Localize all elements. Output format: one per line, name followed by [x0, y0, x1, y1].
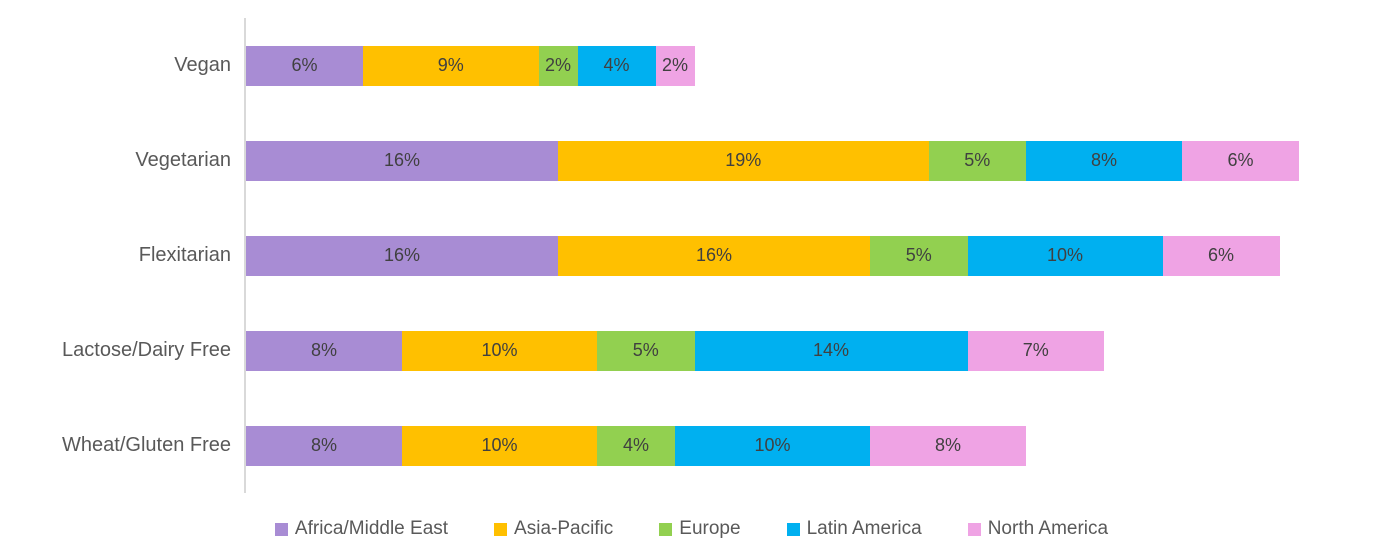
bar-segment: 8% [246, 425, 402, 466]
legend-swatch-icon [494, 522, 508, 536]
bar-segment: 10% [967, 235, 1163, 276]
legend-item: Europe [659, 518, 741, 540]
legend-label: North America [987, 518, 1109, 539]
data-label: 14% [812, 340, 850, 360]
data-label: 2% [544, 55, 571, 75]
bar-segment: 14% [694, 330, 968, 371]
legend-item: Latin America [786, 518, 922, 540]
data-label: 6% [291, 55, 318, 75]
legend-item: Africa/Middle East [274, 518, 449, 540]
bar-row: 16% 19% 5% 8% 6% [246, 113, 1383, 208]
category-label: Wheat/Gluten Free [62, 434, 231, 456]
data-label: 7% [1022, 340, 1049, 360]
data-label: 8% [1090, 150, 1117, 170]
bar-segment: 16% [558, 235, 870, 276]
data-label: 4% [622, 435, 649, 455]
data-label: 16% [695, 245, 733, 265]
chart-body: Vegan Vegetarian Flexitarian Lactose/Dairy … [0, 18, 1383, 493]
bar-row: 8% 10% 5% 14% 7% [246, 303, 1383, 398]
data-label: 8% [310, 340, 337, 360]
category-label: Vegetarian [135, 149, 231, 171]
category-labels: Vegan Vegetarian Flexitarian Lactose/Dairy … [0, 18, 244, 493]
category-label: Flexitarian [138, 244, 231, 266]
bar-segment: 10% [402, 425, 597, 466]
bar-segment: 6% [246, 45, 363, 86]
bar-row: 16% 16% 5% 10% 6% [246, 208, 1383, 303]
bar-segment: 8% [870, 425, 1026, 466]
bar-segment: 8% [1026, 140, 1182, 181]
bar-segment: 2% [538, 45, 578, 86]
bar-segment: 19% [558, 140, 929, 181]
data-label: 10% [754, 435, 791, 455]
legend-swatch-icon [274, 522, 288, 536]
legend-label: Asia-Pacific [514, 518, 614, 539]
bar-segment: 7% [967, 330, 1104, 371]
bar-segment: 4% [597, 425, 675, 466]
bar-segment: 10% [675, 425, 870, 466]
bar-row: 6% 9% 2% 4% 2% [246, 18, 1383, 113]
data-label: 2% [661, 55, 688, 75]
bar-row: 8% 10% 4% 10% 8% [246, 398, 1383, 493]
bar-segment: 5% [928, 140, 1026, 181]
stacked-bar: 8% 10% 4% 10% 8% [246, 425, 1026, 466]
bar-segment: 10% [402, 330, 597, 371]
bar-segment: 8% [246, 330, 402, 371]
bar-segment: 2% [655, 45, 695, 86]
data-label: 6% [1207, 245, 1234, 265]
data-label: 6% [1227, 150, 1254, 170]
bar-segment: 6% [1182, 140, 1299, 181]
data-label: 16% [383, 150, 421, 170]
legend-item: North America [967, 518, 1109, 540]
data-label: 5% [964, 150, 991, 170]
bar-segment: 4% [577, 45, 656, 86]
data-label: 9% [437, 55, 464, 75]
data-label: 8% [934, 435, 961, 455]
plot-area: 6% 9% 2% 4% 2% 16% 19% 5% 8% 6% 16% 16% 5% 10% 6% 8% 10%… [244, 18, 1383, 493]
data-label: 10% [1046, 245, 1084, 265]
stacked-bar: 6% 9% 2% 4% 2% [246, 45, 695, 86]
data-label: 16% [383, 245, 421, 265]
legend-swatch-icon [967, 522, 981, 536]
bar-segment: 16% [246, 235, 558, 276]
data-label: 5% [632, 340, 659, 360]
bar-segment: 6% [1162, 235, 1280, 276]
legend-label: Africa/Middle East [294, 518, 449, 539]
bar-segment: 5% [597, 330, 695, 371]
legend-label: Europe [679, 518, 741, 539]
legend-label: Latin America [806, 518, 922, 539]
category-label: Vegan [174, 54, 231, 76]
data-label: 10% [481, 435, 518, 455]
bar-segment: 5% [870, 235, 968, 276]
stacked-bar: 16% 16% 5% 10% 6% [246, 235, 1280, 276]
legend: Africa/Middle East Asia-Pacific Europe Lati… [0, 518, 1383, 540]
data-label: 8% [310, 435, 337, 455]
data-label: 19% [725, 150, 762, 170]
category-label: Lactose/Dairy Free [62, 339, 231, 361]
legend-item: Asia-Pacific [494, 518, 613, 540]
legend-swatch-icon [786, 522, 800, 536]
bar-segment: 9% [363, 45, 539, 86]
data-label: 10% [481, 340, 518, 360]
data-label: 5% [905, 245, 932, 265]
stacked-bar: 16% 19% 5% 8% 6% [246, 140, 1299, 181]
bar-segment: 16% [246, 140, 558, 181]
data-label: 4% [603, 55, 630, 75]
legend-swatch-icon [659, 522, 673, 536]
stacked-bar: 8% 10% 5% 14% 7% [246, 330, 1104, 371]
